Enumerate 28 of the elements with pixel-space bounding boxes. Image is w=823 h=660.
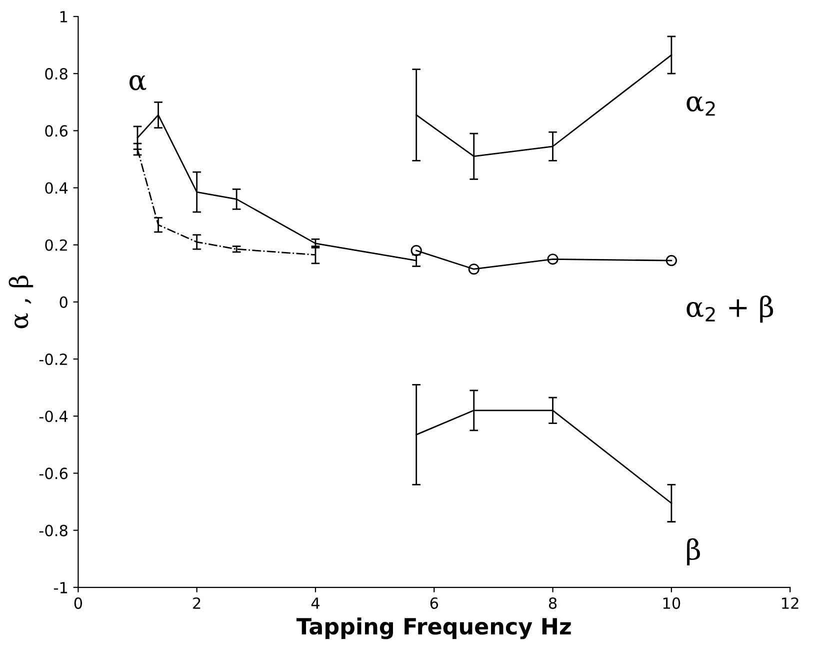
y-tick-label: 0 (60, 296, 68, 308)
point (547, 254, 558, 265)
point (468, 264, 480, 275)
series-label: α$_{2}$ (686, 96, 715, 116)
x-tick-label: 0 (74, 597, 82, 609)
y-tick-label: -1 (54, 582, 68, 594)
series-label: α$_{2}$ + β (686, 296, 774, 323)
point (666, 255, 677, 266)
y-tick-label: -0.6 (39, 468, 68, 480)
y-tick-label: 0.4 (45, 182, 68, 194)
y-tick-label: -0.2 (39, 354, 67, 366)
x-tick-label: 8 (548, 597, 557, 609)
x-axis-title: Tapping Frequency Hz (296, 617, 571, 640)
y-tick-label: -0.8 (39, 524, 68, 536)
x-tick-label: 6 (430, 597, 438, 609)
point (410, 245, 422, 256)
x-tick-label: 10 (663, 597, 680, 609)
y-axis-title: α , β (8, 276, 34, 328)
y-tick-label: 0.2 (45, 239, 67, 251)
y-tick-label: 1 (60, 11, 68, 22)
series-label: α (130, 75, 146, 90)
y-tick-label: 0.6 (45, 125, 68, 137)
x-tick-label: 2 (193, 597, 200, 609)
x-tick-label: 12 (782, 597, 798, 609)
y-tick-label: -0.4 (39, 410, 68, 422)
x-tick-label: 4 (311, 598, 320, 609)
series-label: β (687, 538, 700, 566)
y-tick-label: 0.8 (45, 68, 68, 80)
